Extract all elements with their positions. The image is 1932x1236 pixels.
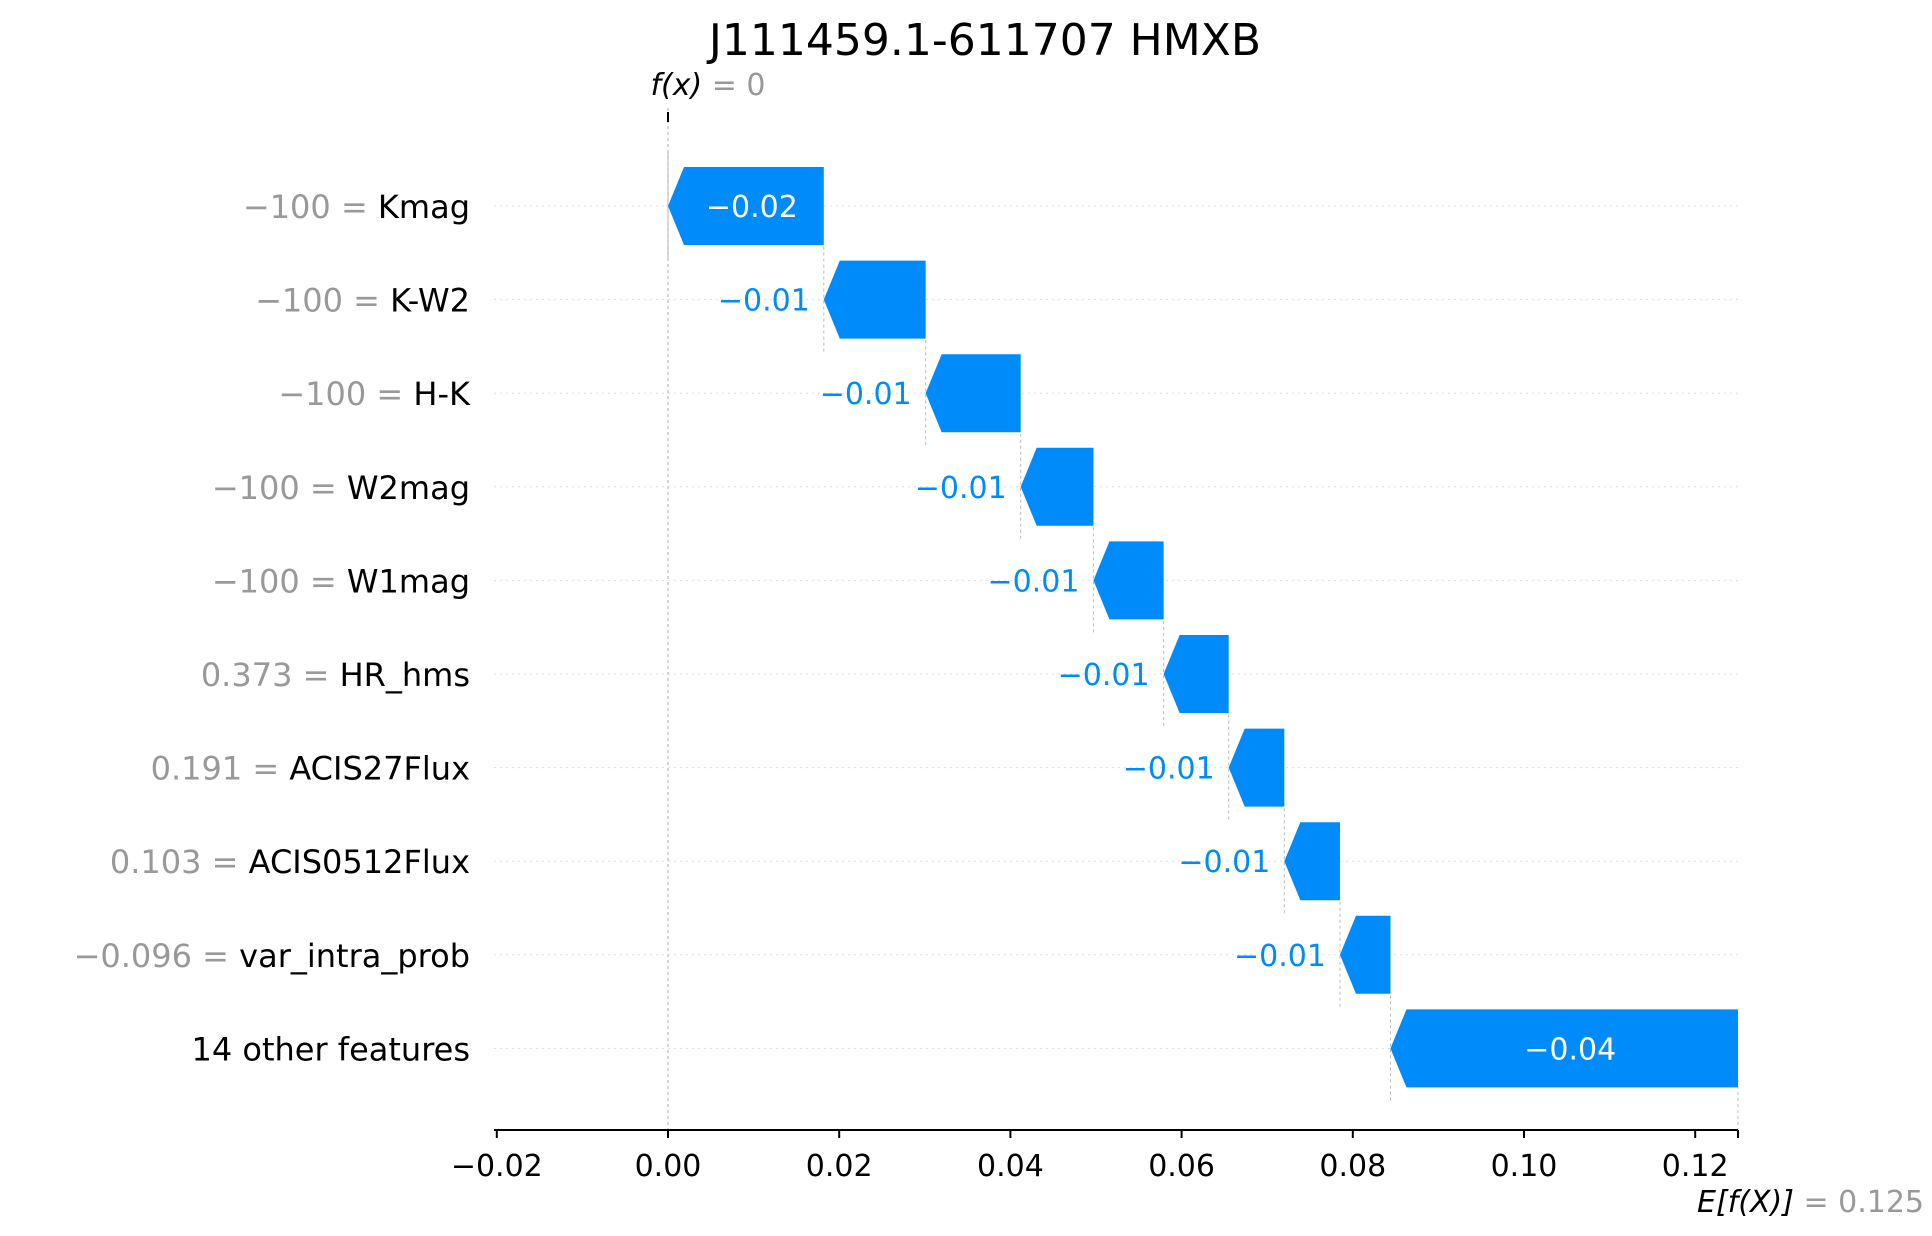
bar-value-label: −0.01 bbox=[1234, 939, 1326, 974]
feature-label: 0.103 = ACIS0512Flux bbox=[110, 843, 470, 881]
feature-value: −100 = bbox=[243, 188, 378, 226]
feature-label: 0.191 = ACIS27Flux bbox=[151, 750, 470, 788]
feature-bar bbox=[668, 167, 824, 245]
fx-annotation: f(x) = 0 bbox=[650, 68, 765, 103]
bar-value-label: −0.01 bbox=[915, 471, 1007, 506]
feature-label: −100 = Kmag bbox=[243, 188, 470, 226]
feature-name: HR_hms bbox=[340, 656, 470, 694]
feature-name: H-K bbox=[413, 375, 471, 413]
feature-label: 0.373 = HR_hms bbox=[201, 656, 470, 694]
feature-bar bbox=[925, 354, 1021, 433]
bars: −0.02 −0.01 −0.01 −0.01 −0.01 −0.01 −0.01 −0.01… bbox=[668, 167, 1738, 1088]
feature-bar bbox=[1390, 1009, 1738, 1088]
x-tick-label: 0.06 bbox=[1148, 1149, 1215, 1184]
x-tick-label: 0.10 bbox=[1491, 1149, 1558, 1184]
x-tick-label: 0.04 bbox=[977, 1149, 1044, 1184]
feature-bar bbox=[1163, 635, 1229, 713]
x-tick-label: 0.02 bbox=[806, 1149, 873, 1184]
feature-label: −0.096 = var_intra_prob bbox=[74, 937, 470, 975]
feature-labels: −100 = Kmag−100 = K-W2−100 = H-K−100 = W… bbox=[74, 188, 471, 1068]
feature-name: K-W2 bbox=[390, 282, 470, 320]
feature-name: ACIS27Flux bbox=[289, 750, 470, 788]
gridlines: f(x) = 0 bbox=[494, 68, 1739, 1130]
feature-label: 14 other features bbox=[191, 1030, 470, 1068]
feature-label: −100 = K-W2 bbox=[255, 282, 470, 320]
feature-value: −100 = bbox=[255, 282, 390, 320]
feature-bar bbox=[1020, 447, 1094, 526]
x-tick-label: −0.02 bbox=[451, 1149, 543, 1184]
feature-value: −0.096 = bbox=[74, 937, 240, 975]
feature-bar bbox=[1228, 728, 1285, 807]
feature-bar bbox=[823, 260, 926, 339]
x-axis: −0.02 0.00 0.02 0.04 0.06 0.08 0.10 0.12E[f(X)]… bbox=[451, 1129, 1924, 1220]
feature-value: 0.103 = bbox=[110, 843, 249, 881]
bar-value-label: −0.02 bbox=[706, 190, 798, 225]
feature-label: −100 = H-K bbox=[278, 375, 471, 413]
bar-value-label: −0.01 bbox=[820, 377, 912, 412]
fx-value: = 0 bbox=[702, 68, 765, 103]
feature-value: −100 = bbox=[212, 562, 347, 600]
ef-value: = 0.125 bbox=[1794, 1185, 1924, 1220]
feature-bar bbox=[1093, 541, 1164, 620]
bar-value-label: −0.01 bbox=[1178, 845, 1270, 880]
feature-value: −100 = bbox=[278, 375, 413, 413]
x-tick-label: 0.12 bbox=[1662, 1149, 1729, 1184]
bar-value-label: −0.01 bbox=[987, 564, 1079, 599]
bar-value-label: −0.04 bbox=[1524, 1032, 1616, 1067]
feature-label: −100 = W1mag bbox=[212, 562, 470, 600]
feature-value: 0.191 = bbox=[151, 750, 290, 788]
ef-annotation: E[f(X)] = 0.125 bbox=[1697, 1185, 1924, 1220]
feature-name: 14 other features bbox=[191, 1030, 470, 1068]
fx-label: f(x) bbox=[650, 68, 702, 103]
feature-bar bbox=[1339, 915, 1391, 994]
x-tick-label: 0.00 bbox=[635, 1149, 702, 1184]
x-tick-label: 0.08 bbox=[1319, 1149, 1386, 1184]
feature-name: Kmag bbox=[378, 188, 470, 226]
bar-value-label: −0.01 bbox=[718, 284, 810, 319]
feature-name: ACIS0512Flux bbox=[249, 843, 470, 881]
feature-name: var_intra_prob bbox=[239, 937, 470, 975]
chart-title: J111459.1-611707 HMXB bbox=[706, 15, 1261, 66]
feature-label: −100 = W2mag bbox=[212, 469, 470, 507]
ef-label: E[f(X)] bbox=[1697, 1185, 1794, 1220]
feature-name: W1mag bbox=[347, 562, 470, 600]
feature-bar bbox=[1284, 822, 1340, 901]
bar-value-label: −0.01 bbox=[1123, 752, 1215, 787]
feature-value: 0.373 = bbox=[201, 656, 340, 694]
feature-value: −100 = bbox=[212, 469, 347, 507]
feature-name: W2mag bbox=[347, 469, 470, 507]
bar-value-label: −0.01 bbox=[1058, 658, 1150, 693]
